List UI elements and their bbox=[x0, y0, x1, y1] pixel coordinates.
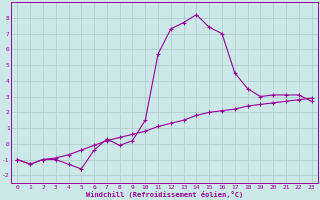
X-axis label: Windchill (Refroidissement éolien,°C): Windchill (Refroidissement éolien,°C) bbox=[86, 191, 243, 198]
